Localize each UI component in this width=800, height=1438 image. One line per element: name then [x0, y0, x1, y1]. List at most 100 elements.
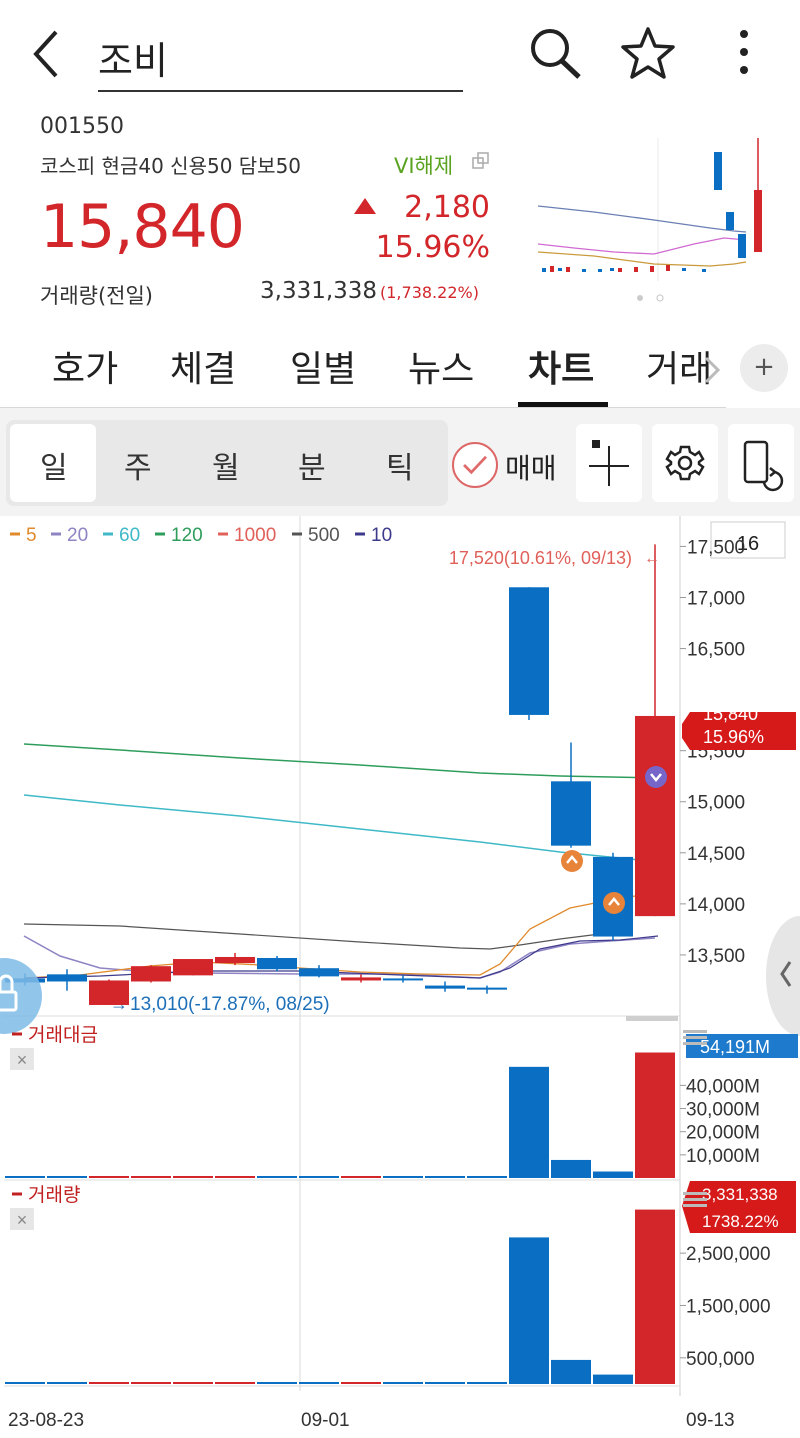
svg-text:×: × [17, 1050, 28, 1070]
volume-tick-label: 500,000 [686, 1349, 755, 1370]
candle-body [89, 980, 129, 1005]
price-axis-ticks: 17,50017,00016,50015,50015,00014,50014,0… [680, 537, 745, 967]
legend-label-20: 20 [67, 525, 88, 546]
title-underline [98, 90, 463, 92]
candle-body [257, 958, 297, 970]
tab-trades[interactable]: 체결 [170, 349, 237, 390]
current-price-tag-pct: 15.96% [703, 727, 764, 747]
high-annotation: 17,520(10.61%, 09/13) [449, 548, 632, 568]
amount-bar [593, 1171, 633, 1178]
lock-button[interactable] [0, 958, 42, 1034]
tab-daily[interactable]: 일별 [290, 349, 357, 390]
page-title: 조비 [98, 39, 168, 83]
amount-bar [47, 1176, 87, 1178]
current-price-tag-value: 15,840 [703, 704, 758, 724]
volume-label: 거래량(전일) [40, 284, 153, 308]
period-week[interactable]: 주 [124, 451, 152, 486]
tab-chart[interactable]: 차트 [528, 349, 595, 390]
low-annotation-arrow-icon: → [110, 994, 128, 1014]
candle-body [551, 781, 591, 846]
amount-bar [509, 1066, 549, 1178]
amount-bar [635, 1052, 675, 1178]
volume-tick-label: 2,500,000 [686, 1244, 771, 1265]
more-vertical-icon[interactable] [714, 26, 774, 82]
ma-legend[interactable]: 5 20 60 120 1000 500 10 [10, 525, 392, 546]
period-minute[interactable]: 분 [298, 451, 326, 486]
price-tick-label: 17,000 [687, 588, 745, 609]
svg-text:×: × [17, 1210, 28, 1230]
volume-bar [215, 1382, 255, 1384]
rotate-screen-button[interactable] [728, 424, 794, 502]
active-tab-indicator [518, 402, 608, 408]
candles-group [5, 544, 675, 1005]
current-price: 15,840 [40, 192, 245, 262]
candle-body [47, 974, 87, 982]
x-label-mid: 09-01 [301, 1410, 350, 1431]
tab-hoga[interactable]: 호가 [52, 349, 119, 390]
price-change-pct: 15.96% [375, 230, 490, 265]
market-info: 코스피 현금40 신용50 담보50 [40, 154, 302, 178]
candle-body [467, 987, 507, 990]
settings-button[interactable] [652, 424, 718, 502]
close-amount-panel-icon[interactable]: × [10, 1048, 34, 1070]
ma120-line [23, 743, 661, 779]
signal-up-icon[interactable] [561, 850, 583, 872]
search-icon[interactable] [524, 26, 584, 82]
candle-body [635, 715, 675, 917]
trade-check-icon[interactable] [452, 442, 498, 488]
ma5-line [23, 895, 636, 979]
tab-trading[interactable]: 거래 [646, 349, 713, 390]
volume-value: 3,331,338 [260, 278, 378, 304]
high-arrow-icon: ← [644, 550, 660, 567]
period-count-box[interactable] [710, 521, 786, 559]
vi-status[interactable]: VI해제 [394, 154, 454, 178]
candle-body [425, 985, 465, 989]
panel-resize-handle[interactable] [626, 1016, 678, 1021]
tab-news[interactable]: 뉴스 [408, 349, 475, 390]
volume-axis-ticks: 2,500,000 1,500,000 500,000 [680, 1244, 771, 1370]
amount-current-value: 54,191M [700, 1037, 770, 1057]
price-tick-label: 14,000 [687, 895, 745, 916]
volume-bar [593, 1374, 633, 1384]
period-tick[interactable]: 틱 [386, 451, 414, 486]
add-tab-button[interactable]: + [740, 344, 788, 392]
chevron-right-icon[interactable] [700, 350, 724, 390]
crosshair-icon [589, 440, 629, 486]
close-volume-panel-icon[interactable]: × [10, 1208, 34, 1230]
price-chart[interactable]: 16 5 20 60 120 1000 500 10 17,500 17,000 16,500 1… [0, 516, 800, 1438]
amount-panel-menu-icon[interactable] [683, 1030, 707, 1045]
volume-bar [341, 1382, 381, 1384]
star-icon[interactable] [618, 26, 678, 82]
amount-panel-label: 거래대금 [28, 1024, 98, 1046]
crosshair-button[interactable] [576, 424, 642, 502]
amount-tick-label: 10,000M [686, 1146, 760, 1167]
legend-label-120: 120 [171, 525, 203, 546]
period-count: 16 [737, 533, 759, 555]
period-month[interactable]: 월 [212, 451, 240, 486]
ma20-line [23, 935, 656, 979]
candle-body [341, 977, 381, 981]
period-day[interactable]: 일 [40, 451, 68, 486]
signal-up-icon[interactable] [603, 892, 625, 914]
amount-bar [425, 1176, 465, 1178]
volume-bars-group [5, 1209, 675, 1384]
volume-bar [257, 1382, 297, 1384]
rotate-device-icon [743, 440, 784, 492]
back-arrow-icon[interactable] [28, 28, 68, 80]
legend-label-500: 500 [308, 525, 340, 546]
price-tick-label: 17,500 [687, 537, 745, 558]
candle-body [215, 956, 255, 964]
signal-down-icon[interactable] [645, 766, 667, 788]
tab-divider [0, 407, 726, 408]
volume-current-tag [682, 1181, 796, 1233]
mini-chart[interactable] [534, 136, 764, 306]
volume-bar [89, 1382, 129, 1384]
external-link-icon[interactable] [472, 152, 490, 170]
side-panel-toggle[interactable] [766, 916, 800, 1036]
volume-bar [131, 1382, 171, 1384]
trade-toggle-label[interactable]: 매매 [505, 452, 557, 485]
ma500-line [23, 923, 631, 950]
volume-pct: (1,738.22%) [380, 283, 479, 302]
gear-icon [665, 445, 705, 481]
volume-panel-menu-icon[interactable] [683, 1192, 707, 1207]
